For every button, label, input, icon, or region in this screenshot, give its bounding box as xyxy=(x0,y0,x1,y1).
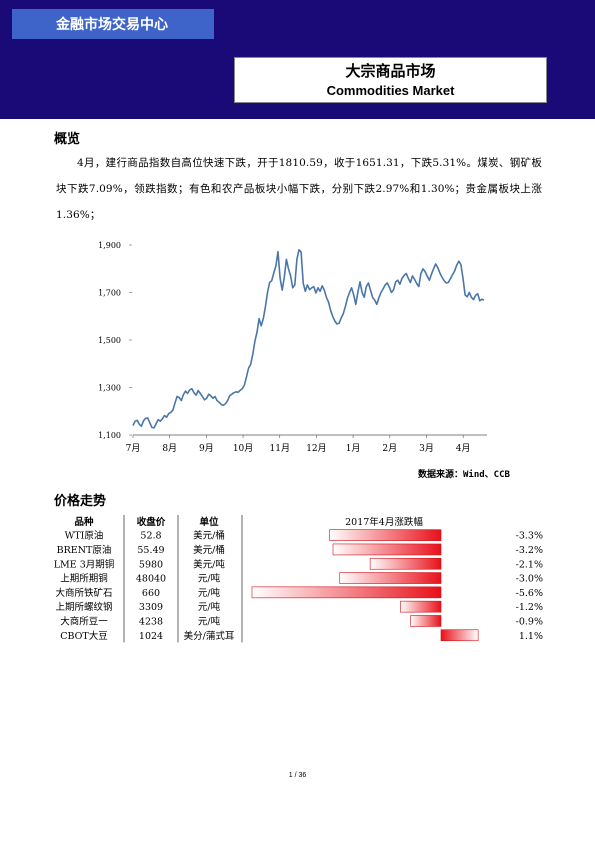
x-tick-label: 12月 xyxy=(306,443,326,454)
price-heading: 价格走势 xyxy=(54,494,107,509)
y-tick-label: 1,300 xyxy=(98,384,121,393)
overview-paragraph: 4月，建行商品指数自高位快速下跌，开于1810.59，收于1651.31，下跌5… xyxy=(56,157,542,221)
page-number: 1 / 36 xyxy=(288,772,307,779)
y-tick-label: 1,500 xyxy=(98,336,121,345)
row-close: 3309 xyxy=(139,602,163,613)
x-tick-label: 8月 xyxy=(162,443,177,454)
row-unit: 美元/吨 xyxy=(193,558,225,570)
change-bar xyxy=(400,600,442,613)
row-unit: 美分/蒲式耳 xyxy=(184,630,235,642)
column-header: 品种 xyxy=(74,516,94,528)
y-tick-label: 1,700 xyxy=(98,289,121,298)
row-close: 55.49 xyxy=(137,545,164,556)
row-unit: 元/吨 xyxy=(198,573,221,585)
row-name: WTI原油 xyxy=(65,530,104,542)
change-bar xyxy=(332,543,442,556)
x-tick-label: 1月 xyxy=(346,443,361,454)
overview-heading: 概览 xyxy=(54,132,81,147)
change-bar xyxy=(369,557,442,570)
x-tick-label: 10月 xyxy=(233,443,253,454)
price-table: 品种 收盘价 单位 2017年4月涨跌幅 WTI原油 52.8 美元/桶 -3.3% BRENT… xyxy=(54,515,554,649)
row-unit: 元/吨 xyxy=(198,587,221,599)
change-label: 1.1% xyxy=(519,631,543,642)
row-name: CBOT大豆 xyxy=(60,630,108,642)
report-title-box: 大宗商品市场 Commodities Market xyxy=(234,57,547,103)
x-tick-label: 3月 xyxy=(419,443,434,454)
report-title-cn: 大宗商品市场 xyxy=(345,62,436,80)
row-unit: 美元/桶 xyxy=(193,530,225,542)
change-label: -1.2% xyxy=(516,602,543,613)
commodity-index-chart: 1,100 1,300 1,500 1,700 1,900 7月 8月 9月 10月 11月 12月… xyxy=(98,241,487,454)
row-unit: 元/吨 xyxy=(198,601,221,613)
change-label: -0.9% xyxy=(516,616,543,627)
header-banner: 金融市场交易中心 大宗商品市场 Commodities Market xyxy=(0,0,595,119)
change-label: -3.2% xyxy=(516,545,543,556)
change-label: -2.1% xyxy=(516,559,543,570)
y-tick-label: 1,900 xyxy=(98,241,121,250)
column-header: 收盘价 xyxy=(137,516,166,528)
x-tick-label: 7月 xyxy=(126,443,141,454)
chart-source: 数据来源：Wind、CCB xyxy=(418,470,510,480)
row-name: BRENT原油 xyxy=(57,544,112,556)
y-tick-label: 1,100 xyxy=(98,431,121,440)
row-close: 5980 xyxy=(139,559,163,570)
x-tick-label: 2月 xyxy=(382,443,397,454)
row-name: 上期所期铜 xyxy=(60,573,108,585)
change-bar xyxy=(251,586,442,599)
price-change-table: 品种 收盘价 单位 2017年4月涨跌幅 WTI原油 52.8 美元/桶 -3.3% BRENT… xyxy=(54,515,543,643)
change-bar xyxy=(440,629,479,642)
row-close: 660 xyxy=(142,588,160,599)
row-close: 48040 xyxy=(136,574,166,585)
row-name: 上期所螺纹钢 xyxy=(55,601,112,613)
row-close: 52.8 xyxy=(140,531,161,542)
row-close: 1024 xyxy=(139,631,163,642)
change-bar xyxy=(410,615,442,627)
x-tick-label: 9月 xyxy=(199,443,214,454)
row-name: 大商所铁矿石 xyxy=(55,587,112,599)
change-label: -3.0% xyxy=(516,574,543,585)
series-line xyxy=(132,249,485,429)
change-header: 2017年4月涨跌幅 xyxy=(345,516,423,528)
row-name: 大商所豆一 xyxy=(60,615,108,627)
org-name: 金融市场交易中心 xyxy=(12,9,214,39)
row-unit: 元/吨 xyxy=(198,615,221,627)
change-label: -3.3% xyxy=(516,531,543,542)
row-unit: 美元/桶 xyxy=(193,544,225,556)
column-header: 单位 xyxy=(199,516,219,528)
change-label: -5.6% xyxy=(516,588,543,599)
change-bar xyxy=(329,529,442,541)
report-title-en: Commodities Market xyxy=(326,83,455,98)
x-tick-label: 11月 xyxy=(270,443,290,454)
change-bar xyxy=(339,572,442,584)
row-close: 4238 xyxy=(139,616,163,627)
row-name: LME 3月期铜 xyxy=(54,558,114,570)
x-tick-label: 4月 xyxy=(456,443,471,454)
